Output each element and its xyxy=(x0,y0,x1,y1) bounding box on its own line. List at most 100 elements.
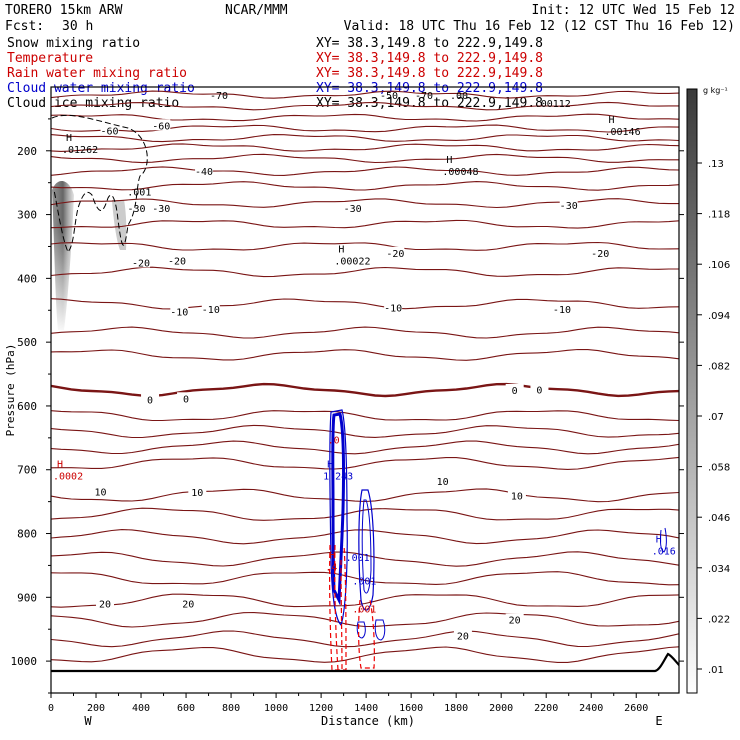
annotation-mark: H xyxy=(57,459,63,470)
isotherm-label: 0 xyxy=(147,396,153,407)
annotation-value: .00112 xyxy=(535,99,571,110)
isotherm-label: -60 xyxy=(152,121,170,132)
isotherm xyxy=(51,456,679,470)
isotherm-label-bg xyxy=(201,302,220,314)
x-tick-label: 1000 xyxy=(264,703,288,714)
cloud-water-cell-4 xyxy=(374,619,386,641)
x-tick-label: 2000 xyxy=(489,703,513,714)
y-tick-label: 200 xyxy=(17,145,37,158)
isotherm-label-top: -50 xyxy=(380,91,398,102)
snow-shading-fade xyxy=(51,185,78,335)
isotherm xyxy=(51,219,679,229)
isotherm-label: -10 xyxy=(384,304,402,315)
cloud-water-east xyxy=(659,527,667,553)
colorbar-tick-label: .082 xyxy=(708,361,730,372)
y-tick-label: 500 xyxy=(17,336,37,349)
isotherm-label-bg xyxy=(433,475,452,487)
colorbar-tick-label: .022 xyxy=(708,614,730,625)
isotherm-label: -10 xyxy=(202,305,220,316)
isotherm-label-bg xyxy=(100,124,119,136)
colorbar-tick-label: .01 xyxy=(708,665,724,676)
isotherm-label: 10 xyxy=(511,491,523,502)
cloud-water-cell-2 xyxy=(358,489,375,611)
isotherm-label: -10 xyxy=(553,305,571,316)
isotherm-label: 20 xyxy=(457,632,469,643)
isotherm-label-bg xyxy=(170,305,189,317)
isotherm-label: -10 xyxy=(170,308,188,319)
annotation-mark: H xyxy=(66,133,72,144)
isotherm xyxy=(51,630,679,648)
isotherm xyxy=(51,166,679,176)
x-axis: 0 200 400 600 800 1000 1200 1400 1600 1800 2000 220… xyxy=(48,693,660,714)
endpoint-right-label: E xyxy=(655,714,662,728)
x-tick-label: 200 xyxy=(87,703,105,714)
isotherm xyxy=(51,593,679,608)
isotherm-label-bg xyxy=(168,254,187,266)
isotherm-label: 0 xyxy=(536,385,542,396)
isotherm-label: -20 xyxy=(591,249,609,260)
colorbar-tick-label: .094 xyxy=(708,311,730,322)
snow-contour xyxy=(51,114,148,253)
x-tick-label: 2600 xyxy=(624,703,648,714)
snow-shading-secondary xyxy=(112,200,127,250)
legend-name: Rain water mixing ratio xyxy=(7,66,187,81)
isotherm-label: -20 xyxy=(132,258,150,269)
isotherm-label-bg xyxy=(96,597,115,609)
terrain-line xyxy=(51,652,679,673)
init-time: Init: 12 UTC Wed 15 Feb 12 xyxy=(532,3,736,18)
isotherm-label-top: -70 xyxy=(210,91,228,102)
isotherm-label-bg xyxy=(179,597,198,609)
x-tick-label: 400 xyxy=(132,703,150,714)
isotherm-label-bg xyxy=(152,119,171,131)
y-tick-label: 800 xyxy=(17,528,37,541)
forecast-value: 30 h xyxy=(62,19,93,34)
isotherm-label-bg xyxy=(591,246,610,258)
cloud-water-core xyxy=(331,412,346,606)
annotation-mark: H xyxy=(446,155,452,166)
legend-name: Snow mixing ratio xyxy=(7,36,140,51)
center-title: NCAR/MMM xyxy=(225,3,288,18)
isotherm-label-bg xyxy=(530,383,549,395)
annotation-value: .0 xyxy=(328,436,340,447)
legend-xy: XY= 38.3,149.8 to 222.9,149.8 xyxy=(316,66,543,81)
isotherm xyxy=(51,424,679,439)
isotherm-label-bg xyxy=(507,489,526,501)
isotherm-label: -30 xyxy=(560,201,578,212)
isotherm xyxy=(51,134,679,143)
isotherm-label: 20 xyxy=(509,616,521,627)
isotherm-label-bg xyxy=(384,301,403,313)
isotherm-label-bg xyxy=(195,165,214,177)
legend-name: Cloud ice mixing ratio xyxy=(7,96,179,111)
annotation-value: .00146 xyxy=(604,127,640,138)
isotherm-label: 10 xyxy=(191,488,203,499)
isotherm-label-bg xyxy=(177,392,196,404)
legend-name: Cloud water mixing ratio xyxy=(7,81,195,96)
isotherm xyxy=(51,440,679,455)
isotherm-lines: -60 -60 -40 -30 -30 -30 -30 -20 -20 -20 -20 -10 -10 -… xyxy=(51,90,679,663)
isotherm-label-bg xyxy=(453,629,472,641)
isotherm-label-bg xyxy=(91,485,110,497)
annotation-value: .016 xyxy=(652,547,676,558)
endpoint-left-label: W xyxy=(84,714,92,728)
x-tick-label: 2400 xyxy=(579,703,603,714)
x-tick-label: 2200 xyxy=(534,703,558,714)
isotherm-label: 0 xyxy=(512,386,518,397)
isotherm-label: 20 xyxy=(99,600,111,611)
y-tick-label: 300 xyxy=(17,209,37,222)
annotations: H.01262.001H.00048H.00022.00112H.00146H.… xyxy=(53,99,676,616)
isotherm xyxy=(51,101,679,111)
isotherm-label-bg xyxy=(152,202,171,214)
isotherm-label-bg xyxy=(386,246,405,258)
annotation-mark: H xyxy=(608,115,614,126)
x-tick-label: 0 xyxy=(48,703,54,714)
isotherm-label-bg xyxy=(505,613,524,625)
isotherm-label-bg xyxy=(188,486,207,498)
isotherm-label-bg xyxy=(132,256,151,268)
isotherm xyxy=(51,348,679,361)
annotation-mark: H xyxy=(329,551,335,562)
isotherm xyxy=(51,646,679,663)
isotherm xyxy=(51,488,679,503)
annotation-value: .001 xyxy=(346,553,370,564)
